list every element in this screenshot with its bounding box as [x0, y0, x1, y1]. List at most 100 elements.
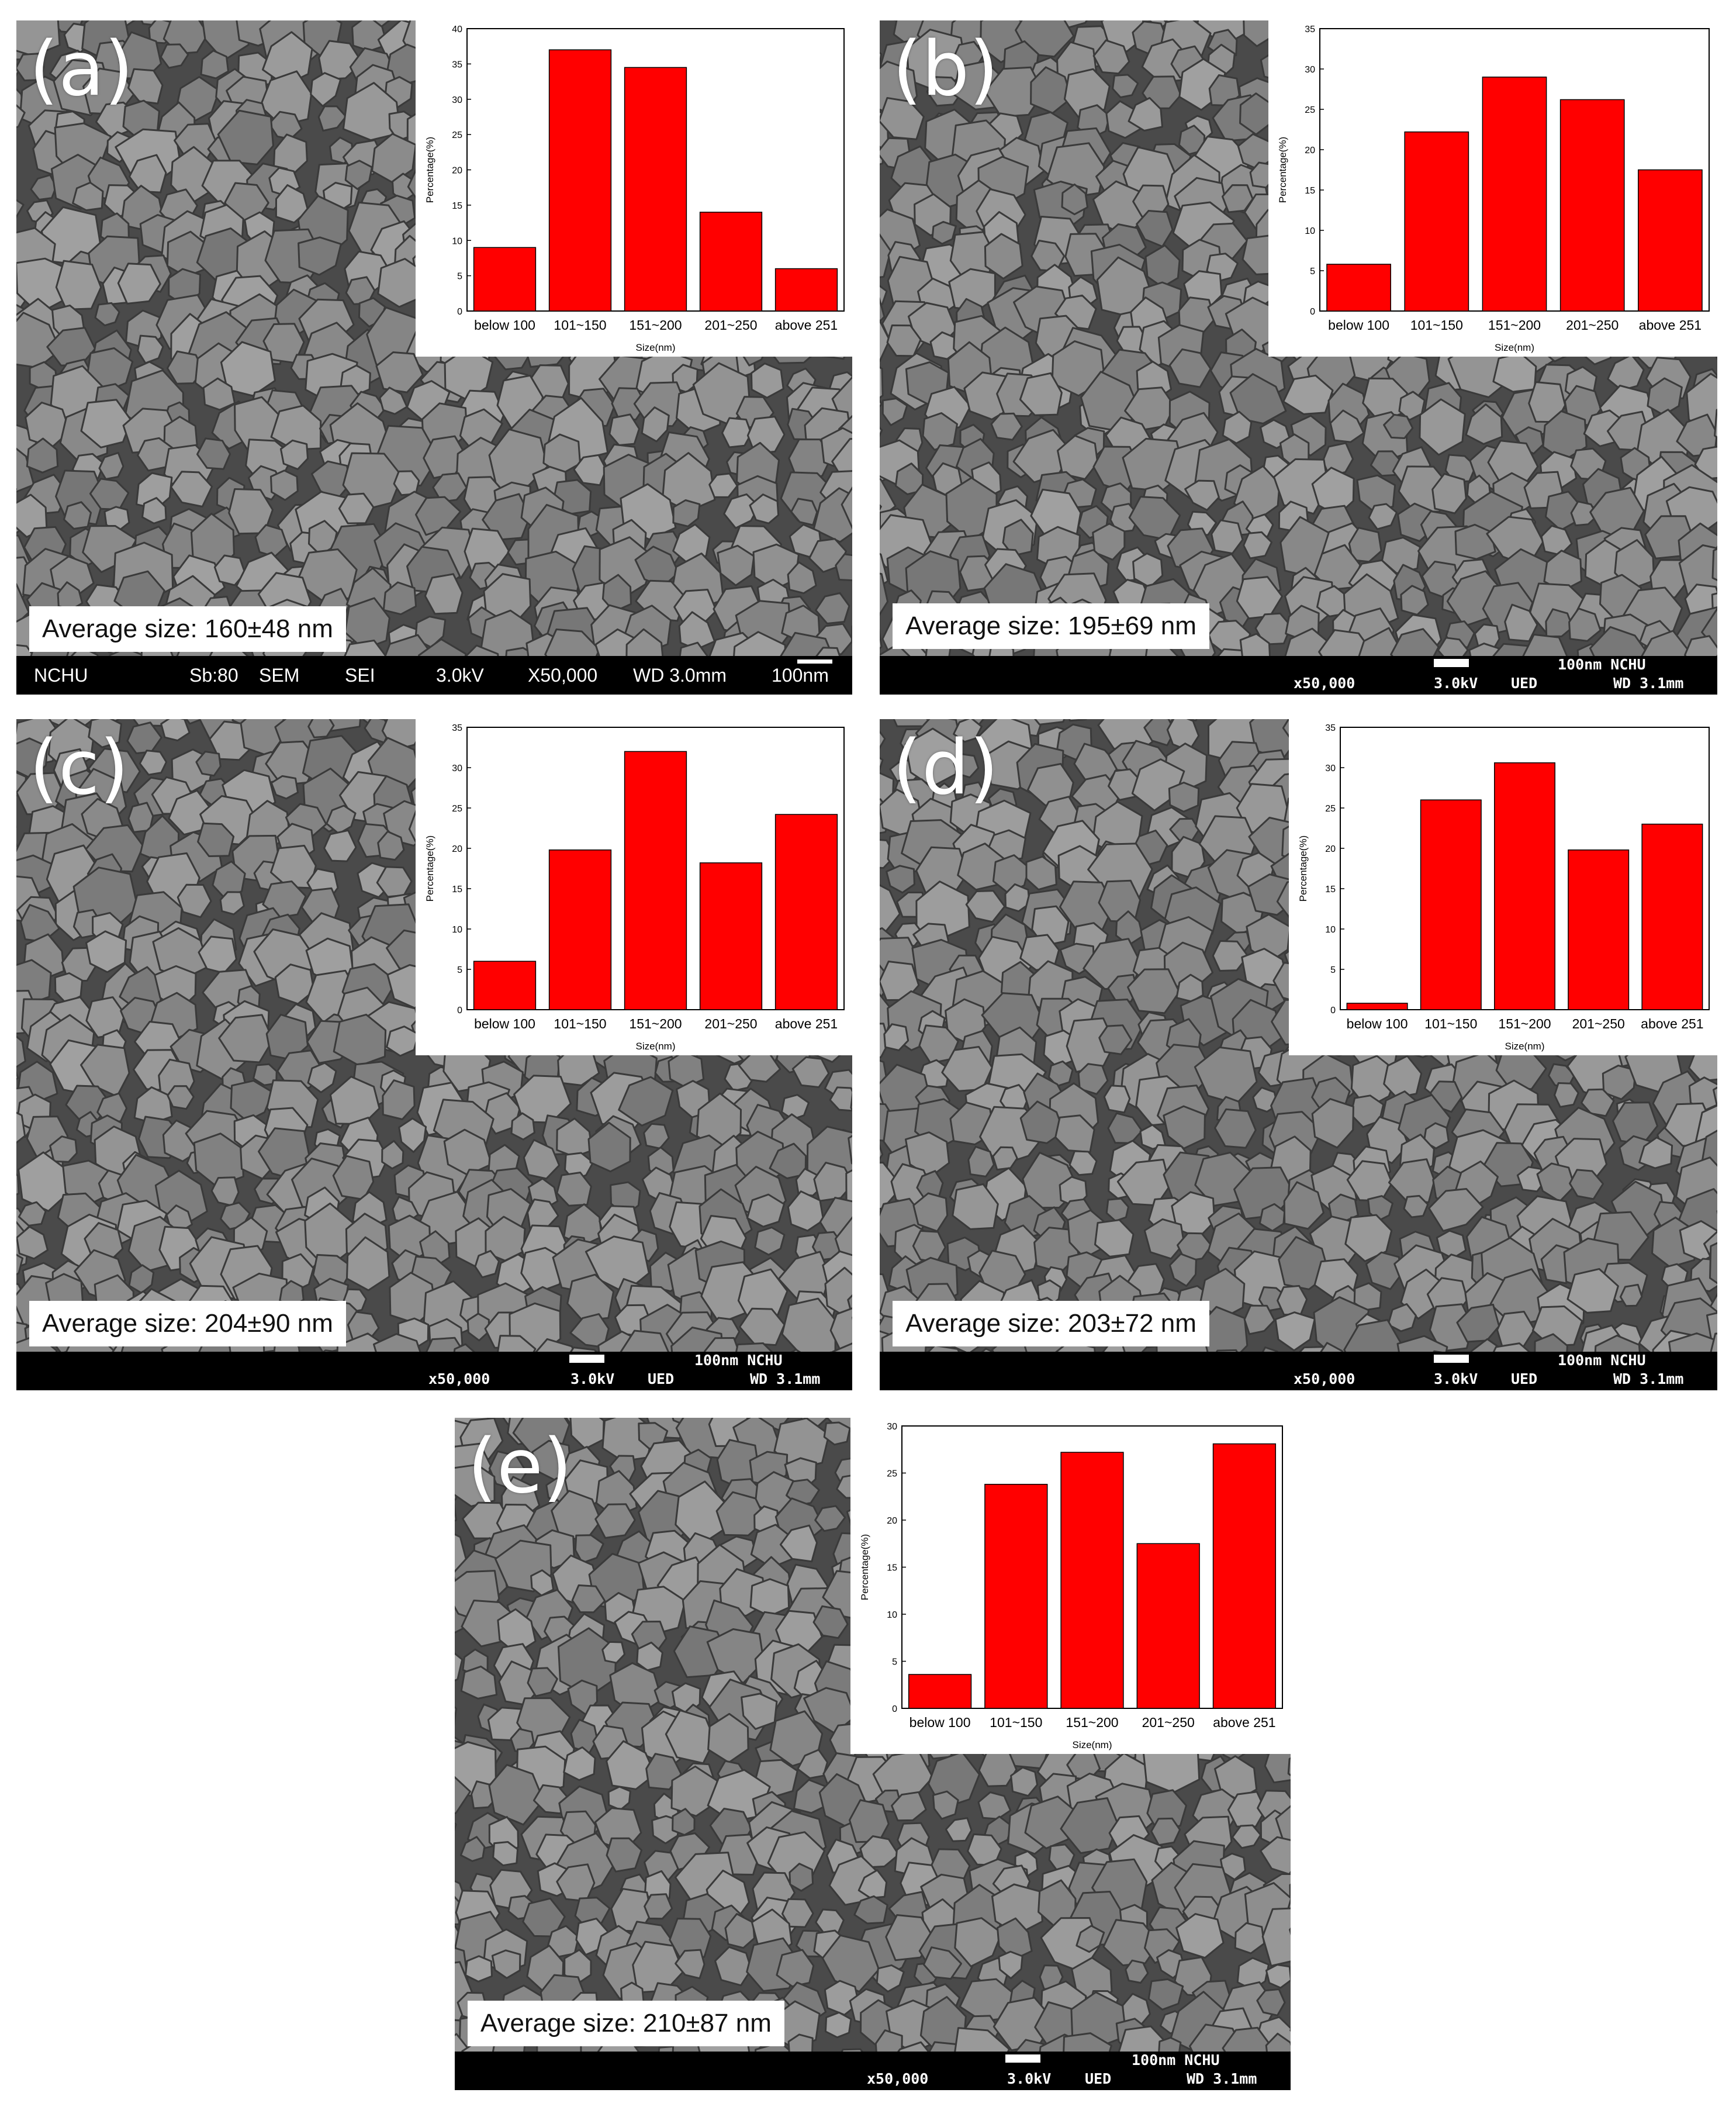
x-tick-label: 151~200	[1498, 1016, 1551, 1031]
x-tick-label: 201~250	[1142, 1715, 1195, 1730]
y-tick-label: 30	[887, 1422, 897, 1432]
histogram-svg-d: 0 5 10 15 20 25 30 35 below 100 101~150 151~200 201…	[1298, 723, 1710, 1052]
info-voltage: 3.0kV	[1007, 2070, 1052, 2087]
x-axis-label: Size(nm)	[635, 342, 675, 353]
y-tick-label: 0	[1310, 307, 1315, 317]
y-tick-label: 35	[452, 60, 462, 70]
histogram-svg-b: 0 5 10 15 20 25 30 35 below 100 101~150 151~200 201…	[1277, 25, 1710, 353]
sem-panel-b: 0 5 10 15 20 25 30 35 below 100 101~150 151~200 201…	[880, 20, 1717, 695]
info-voltage: 3.0kV	[436, 665, 484, 686]
sem-info-bar-d: 100nm NCHU x50,000 3.0kV UED WD 3.1mm	[880, 1352, 1717, 1390]
y-tick-label: 35	[1305, 25, 1315, 34]
panel-label-c: (c)	[29, 724, 129, 811]
histogram-bar	[1326, 264, 1391, 312]
x-tick-label: 201~250	[704, 317, 757, 333]
histogram-bar	[1346, 1003, 1408, 1010]
x-tick-label: below 100	[1347, 1016, 1408, 1031]
info-magnification: x50,000	[1294, 675, 1355, 692]
scale-bar	[1434, 1355, 1469, 1363]
info-detector: UED	[1085, 2070, 1112, 2087]
y-tick-label: 5	[457, 272, 462, 282]
y-tick-label: 25	[1305, 105, 1315, 115]
y-tick-label: 5	[457, 965, 462, 975]
info-mode: SEM	[259, 665, 300, 686]
x-tick-label: above 251	[775, 317, 838, 333]
histogram-bar	[1136, 1543, 1200, 1709]
sem-panel-a: 0 5 10 15 20 25 30 35 40 below 100 101~150 151~200 2…	[16, 20, 852, 695]
info-magnification: x50,000	[1294, 1370, 1355, 1387]
info-working-distance: WD 3.1mm	[750, 1370, 821, 1387]
x-tick-label: below 100	[910, 1715, 971, 1730]
histogram-bar	[548, 849, 612, 1010]
histogram-bar	[1641, 823, 1703, 1010]
y-tick-label: 0	[1330, 1006, 1336, 1016]
x-tick-label: 151~200	[1066, 1715, 1118, 1730]
histogram-c: 0 5 10 15 20 25 30 35 below 100 101~150 151~200 201…	[416, 719, 852, 1055]
x-tick-label: below 100	[474, 317, 535, 333]
x-axis-label: Size(nm)	[1495, 342, 1534, 353]
x-tick-label: 151~200	[629, 317, 682, 333]
y-tick-label: 30	[452, 95, 462, 105]
histogram-bar	[774, 268, 838, 312]
histogram-bar	[984, 1484, 1048, 1709]
histogram-bar	[699, 212, 763, 312]
info-voltage: 3.0kV	[1434, 675, 1478, 692]
histogram-d: 0 5 10 15 20 25 30 35 below 100 101~150 151~200 201…	[1289, 719, 1717, 1055]
panel-label-b: (b)	[893, 26, 999, 113]
y-axis-label: Percentage(%)	[424, 835, 435, 902]
histogram-bar	[1404, 131, 1469, 312]
histogram-e: 0 5 10 15 20 25 30 below 100 101~150 151~200 201~2…	[850, 1418, 1291, 1754]
x-tick-label: 101~150	[1410, 317, 1463, 333]
info-detector: UED	[1511, 1370, 1538, 1387]
y-axis-label: Percentage(%)	[1298, 835, 1309, 902]
x-axis-label: Size(nm)	[635, 1041, 675, 1052]
x-tick-label: 101~150	[990, 1715, 1042, 1730]
x-tick-label: 151~200	[629, 1016, 682, 1031]
x-tick-label: 101~150	[554, 317, 606, 333]
sem-info-bar-e: 100nm NCHU x50,000 3.0kV UED WD 3.1mm	[455, 2052, 1291, 2090]
info-magnification: x50,000	[867, 2070, 929, 2087]
y-tick-label: 20	[1305, 146, 1315, 156]
histogram-bar	[1060, 1452, 1124, 1709]
info-working-distance: WD 3.1mm	[1613, 675, 1684, 692]
y-tick-label: 30	[1305, 65, 1315, 75]
scale-bar	[1434, 659, 1469, 667]
histogram-bar	[473, 247, 537, 312]
y-tick-label: 0	[457, 1006, 462, 1016]
x-tick-label: 101~150	[554, 1016, 606, 1031]
y-tick-label: 25	[452, 804, 462, 814]
y-tick-label: 15	[1305, 186, 1315, 196]
x-tick-label: above 251	[775, 1016, 838, 1031]
scale-bar	[1005, 2054, 1040, 2063]
histogram-b: 0 5 10 15 20 25 30 35 below 100 101~150 151~200 201…	[1268, 20, 1717, 357]
y-axis-label: Percentage(%)	[1277, 137, 1288, 203]
y-tick-label: 15	[452, 885, 462, 895]
x-tick-label: 201~250	[704, 1016, 757, 1031]
y-tick-label: 40	[452, 25, 462, 34]
y-tick-label: 25	[1325, 804, 1336, 814]
panel-label-e: (e)	[468, 1423, 572, 1510]
info-detector: UED	[1511, 675, 1538, 692]
y-axis-label: Percentage(%)	[859, 1534, 870, 1600]
histogram-bar	[1482, 77, 1547, 312]
average-size-label-d: Average size: 203±72 nm	[893, 1301, 1209, 1346]
y-tick-label: 20	[1325, 844, 1336, 854]
x-axis-label: Size(nm)	[1072, 1739, 1112, 1750]
y-tick-label: 10	[887, 1610, 897, 1620]
x-tick-label: above 251	[1213, 1715, 1275, 1730]
average-size-label-e: Average size: 210±87 nm	[468, 2001, 784, 2046]
y-tick-label: 0	[457, 307, 462, 317]
x-tick-label: 101~150	[1424, 1016, 1477, 1031]
info-scale: 100nm NCHU	[694, 1352, 783, 1369]
info-scale: 100nm NCHU	[1558, 656, 1646, 673]
y-tick-label: 20	[887, 1516, 897, 1526]
sem-info-bar-a: NCHU Sb:80 SEM SEI 3.0kV X50,000 WD 3.0m…	[16, 656, 852, 695]
y-tick-label: 15	[1325, 885, 1336, 895]
histogram-svg-e: 0 5 10 15 20 25 30 below 100 101~150 151~200 201~2…	[859, 1422, 1283, 1750]
histogram-bar	[1559, 99, 1625, 312]
histogram-bar	[1494, 762, 1555, 1010]
info-scale: 100nm NCHU	[1132, 2052, 1220, 2068]
x-tick-label: above 251	[1641, 1016, 1703, 1031]
sem-panel-c: 0 5 10 15 20 25 30 35 below 100 101~150 151~200 201…	[16, 719, 852, 1390]
sem-info-bar-c: 100nm NCHU x50,000 3.0kV UED WD 3.1mm	[16, 1352, 852, 1390]
